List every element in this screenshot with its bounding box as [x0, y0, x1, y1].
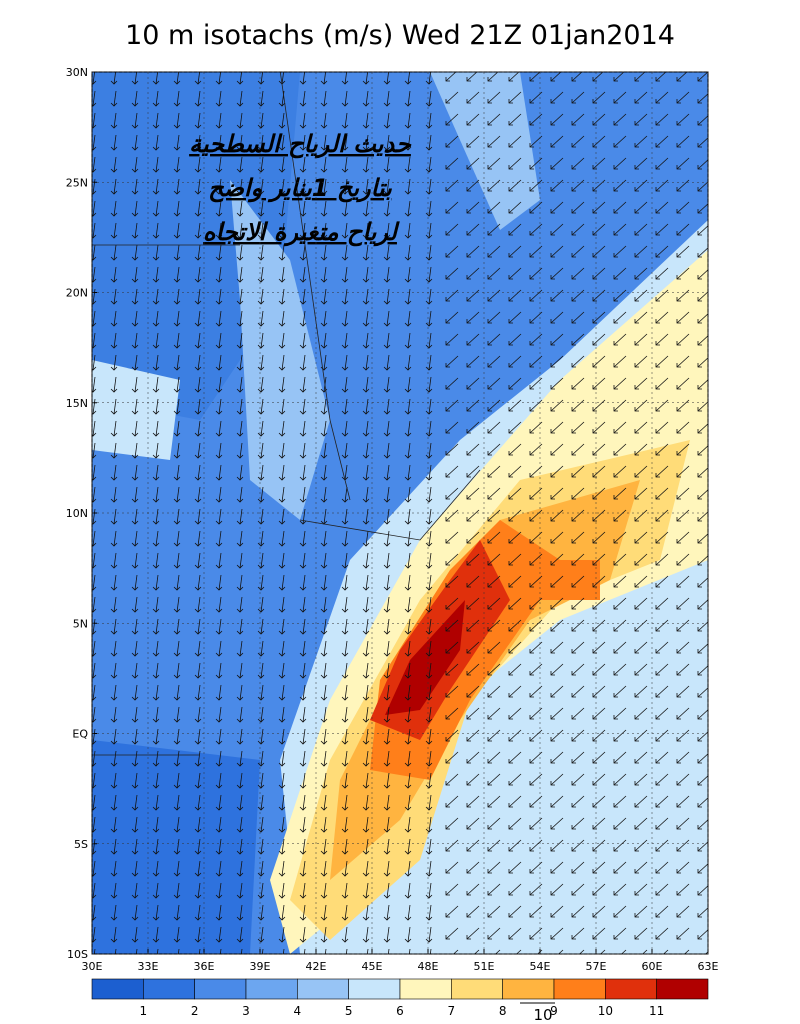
colorbar-swatch: [553, 978, 606, 1000]
lat-label: 15N: [66, 397, 88, 410]
lon-label: 39E: [250, 960, 271, 973]
lat-label: 10S: [67, 948, 88, 961]
lat-label: EQ: [72, 728, 88, 741]
colorbar-swatch: [348, 978, 401, 1000]
lon-label: 48E: [418, 960, 439, 973]
lon-label: 51E: [474, 960, 495, 973]
colorbar-swatch: [451, 978, 503, 1000]
lat-label: 20N: [66, 287, 88, 300]
lon-label: 54E: [530, 960, 551, 973]
lon-label: 33E: [138, 960, 159, 973]
colorbar-label: 9: [550, 1004, 558, 1018]
colorbar-label: 5: [345, 1004, 353, 1018]
colorbar-label: 2: [191, 1004, 199, 1018]
lon-label: 57E: [586, 960, 607, 973]
lon-label: 36E: [194, 960, 215, 973]
lon-label: 60E: [642, 960, 663, 973]
lat-label: 5N: [73, 617, 88, 630]
lat-label: 10N: [66, 507, 88, 520]
colorbar-swatch: [91, 978, 144, 1000]
colorbar-swatch: [297, 978, 349, 1000]
colorbar-swatch: [605, 978, 657, 1000]
reference-vector-label: 10: [533, 1006, 552, 1024]
colorbar: 1 2 3 4 5 6 7 8 9 10 11: [91, 978, 709, 1018]
colorbar-swatch: [502, 978, 555, 1000]
lon-label: 30E: [82, 960, 103, 973]
colorbar-label: 7: [448, 1004, 456, 1018]
annotation-line: لرياح متغيرة الاتجاه: [203, 218, 401, 247]
lat-label: 30N: [66, 66, 88, 79]
colorbar-swatch: [399, 978, 452, 1000]
colorbar-swatch: [245, 978, 298, 1000]
annotation-line: بتاريخ 1يناير واضح: [208, 174, 392, 203]
colorbar-label: 3: [242, 1004, 250, 1018]
colorbar-swatch: [194, 978, 247, 1000]
colorbar-label: 4: [294, 1004, 302, 1018]
colorbar-label: 11: [649, 1004, 664, 1018]
annotation: حديث الرياح السطحية بتاريخ 1يناير واضح ل…: [189, 130, 412, 247]
colorbar-label: 1: [140, 1004, 148, 1018]
lat-label: 5S: [74, 838, 88, 851]
title: 10 m isotachs (m/s) Wed 21Z 01jan2014: [125, 20, 675, 51]
lon-label: 45E: [362, 960, 383, 973]
colorbar-label: 10: [598, 1004, 613, 1018]
colorbar-swatch: [143, 978, 195, 1000]
lon-label: 63E: [698, 960, 719, 973]
colorbar-swatch: [656, 978, 709, 1000]
colorbar-label: 6: [396, 1004, 404, 1018]
colorbar-label: 8: [499, 1004, 507, 1018]
lat-label: 25N: [66, 176, 88, 189]
wind-field: [92, 72, 708, 954]
lon-label: 42E: [306, 960, 327, 973]
annotation-line: حديث الرياح السطحية: [189, 130, 412, 159]
